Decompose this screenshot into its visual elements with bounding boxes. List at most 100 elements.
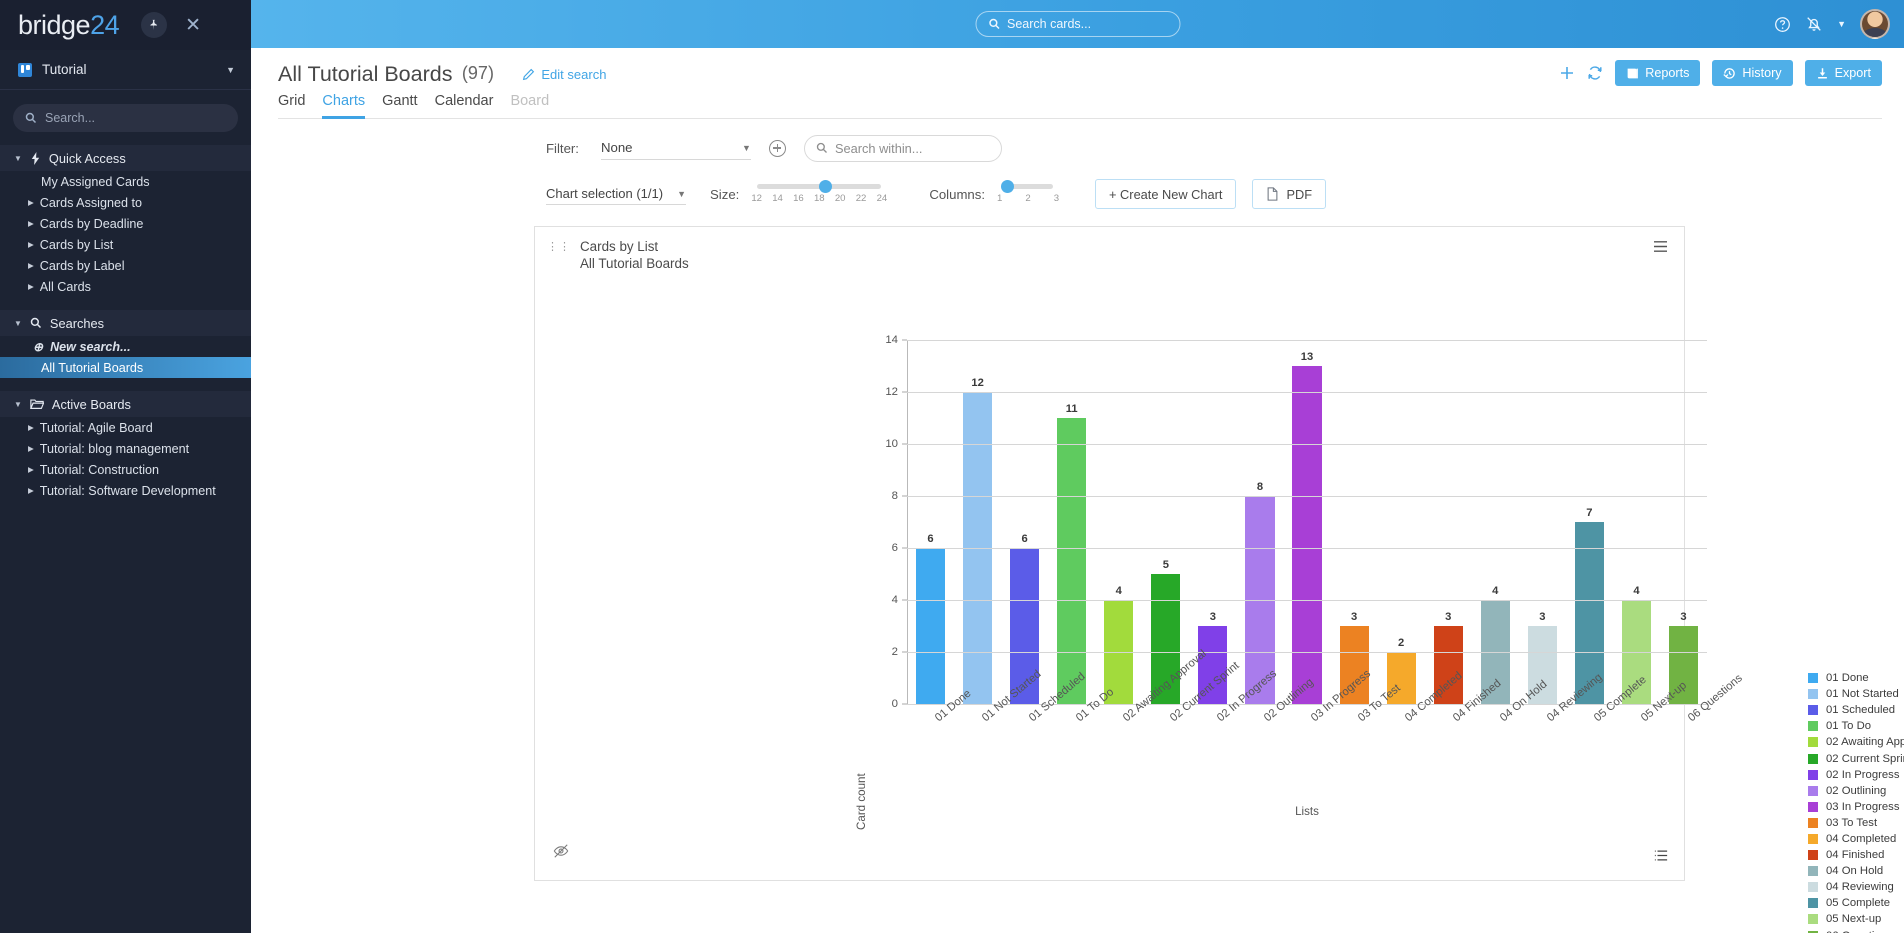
- chart-bar[interactable]: [1057, 418, 1087, 704]
- global-search-input[interactable]: Search cards...: [975, 11, 1180, 37]
- sidebar-item-all-tutorial-boards[interactable]: All Tutorial Boards: [0, 357, 251, 378]
- tab-calendar[interactable]: Calendar: [434, 93, 494, 109]
- chart-bar-slot: 11: [1048, 340, 1095, 704]
- sidebar-item-cards-by-label[interactable]: ▶ Cards by Label: [0, 255, 251, 276]
- chart-card: ⋮⋮ Cards by List All Tutorial Boards Car…: [534, 226, 1904, 933]
- sidebar-item-cards-by-deadline[interactable]: ▶ Cards by Deadline: [0, 213, 251, 234]
- columns-slider-track[interactable]: [1001, 180, 1054, 193]
- legend-item[interactable]: 04 On Hold: [1808, 863, 1904, 879]
- size-slider-knob[interactable]: [819, 180, 833, 193]
- help-circle-icon[interactable]: [1774, 16, 1791, 33]
- hamburger-menu-icon[interactable]: [1653, 240, 1668, 256]
- size-slider-track[interactable]: [757, 180, 882, 193]
- sidebar-item-cards-assigned-to[interactable]: ▶ Cards Assigned to: [0, 192, 251, 213]
- avatar[interactable]: [1860, 9, 1890, 39]
- refresh-icon[interactable]: [1587, 65, 1603, 81]
- sidebar-item-tutorial-agile-board[interactable]: ▶ Tutorial: Agile Board: [0, 417, 251, 438]
- sidebar-item-tutorial-software-development[interactable]: ▶ Tutorial: Software Development: [0, 480, 251, 501]
- chart-selection-dropdown[interactable]: Chart selection (1/1) ▼: [546, 183, 686, 205]
- legend-item[interactable]: 02 In Progress: [1808, 767, 1904, 783]
- grid-line: [907, 652, 1707, 653]
- search-within-input[interactable]: Search within...: [803, 134, 1002, 162]
- tab-charts[interactable]: Charts: [322, 93, 366, 119]
- chart-bar[interactable]: [1151, 574, 1181, 704]
- chart-bar[interactable]: [1527, 626, 1557, 704]
- chart-bar[interactable]: [1386, 652, 1416, 704]
- history-button[interactable]: History: [1712, 60, 1793, 86]
- chart-bar[interactable]: [1668, 626, 1699, 704]
- legend-item[interactable]: 05 Complete: [1808, 895, 1904, 911]
- legend-item[interactable]: 01 Scheduled: [1808, 702, 1904, 718]
- list-menu-icon[interactable]: [1654, 849, 1668, 867]
- create-new-chart-button[interactable]: + Create New Chart: [1095, 179, 1237, 209]
- chart-bar-slot: 4: [1472, 340, 1519, 704]
- pdf-button[interactable]: PDF: [1252, 179, 1327, 209]
- chevron-down-icon: ▼: [742, 142, 751, 153]
- edit-search-button[interactable]: Edit search: [522, 67, 606, 82]
- collapse-triangle-icon: ▼: [14, 399, 22, 409]
- chevron-down-icon[interactable]: ▼: [1837, 19, 1846, 29]
- chart-bar[interactable]: [1433, 626, 1463, 704]
- sidebar-item-label: Cards Assigned to: [39, 195, 142, 210]
- legend-color-swatch: [1808, 833, 1818, 844]
- chart-bar[interactable]: [1574, 522, 1604, 704]
- chart-card-header: ⋮⋮ Cards by List All Tutorial Boards: [535, 227, 1684, 271]
- board-selector[interactable]: Tutorial ▼: [0, 50, 251, 90]
- chart-bar[interactable]: [1339, 626, 1369, 704]
- add-filter-button[interactable]: [768, 139, 786, 157]
- bar-value-label: 11: [1065, 403, 1078, 415]
- expand-arrow-icon: ▶: [28, 261, 34, 270]
- legend-color-swatch: [1808, 850, 1818, 861]
- sidebar-item-my-assigned-cards[interactable]: My Assigned Cards: [0, 171, 251, 192]
- export-button[interactable]: Export: [1804, 60, 1882, 86]
- columns-slider-knob[interactable]: [1001, 180, 1015, 193]
- legend-item[interactable]: 03 To Test: [1808, 815, 1904, 831]
- legend-item[interactable]: 02 Outlining: [1808, 783, 1904, 799]
- sidebar-section-active-boards[interactable]: ▼ Active Boards: [0, 391, 251, 417]
- size-slider[interactable]: 12 14 16 18 20 22 24: [751, 180, 887, 204]
- legend-item[interactable]: 04 Finished: [1808, 847, 1904, 863]
- legend-item[interactable]: 05 Next-up: [1808, 911, 1904, 927]
- chevron-down-icon: ▼: [226, 64, 235, 75]
- bell-off-icon[interactable]: [1805, 15, 1823, 33]
- app-logo: bridge24: [18, 10, 120, 41]
- sidebar-item-new-search[interactable]: ⊕ New search...: [0, 336, 251, 357]
- tab-grid[interactable]: Grid: [278, 93, 306, 109]
- eye-off-icon[interactable]: [553, 843, 569, 864]
- legend-item[interactable]: 01 To Do: [1808, 718, 1904, 734]
- bar-value-label: 5: [1162, 559, 1169, 571]
- reports-button[interactable]: Reports: [1615, 60, 1701, 86]
- filter-select[interactable]: None ▼: [600, 136, 751, 160]
- sidebar-section-label: Searches: [49, 315, 104, 331]
- chart-bar[interactable]: [915, 548, 946, 704]
- plus-icon[interactable]: [1559, 65, 1575, 81]
- grid-line: [907, 600, 1707, 601]
- legend-item[interactable]: 04 Completed: [1808, 831, 1904, 847]
- y-axis-tick-label: 14: [885, 334, 898, 346]
- sidebar-item-cards-by-list[interactable]: ▶ Cards by List: [0, 234, 251, 255]
- chart-bar[interactable]: [1198, 626, 1228, 704]
- legend-item[interactable]: 04 Reviewing: [1808, 879, 1904, 895]
- sidebar-item-tutorial-construction[interactable]: ▶ Tutorial: Construction: [0, 459, 251, 480]
- legend-item[interactable]: 01 Not Started: [1808, 686, 1904, 702]
- legend-item[interactable]: 01 Done: [1808, 670, 1904, 686]
- close-icon[interactable]: ✕: [185, 14, 202, 36]
- sidebar-item-all-cards[interactable]: ▶ All Cards: [0, 276, 251, 297]
- sidebar-item-tutorial-blog-management[interactable]: ▶ Tutorial: blog management: [0, 438, 251, 459]
- sidebar-item-label: Cards by List: [39, 237, 114, 252]
- sidebar-search-input[interactable]: Search...: [13, 104, 238, 132]
- legend-item[interactable]: 03 In Progress: [1808, 799, 1904, 815]
- legend-item[interactable]: 02 Awaiting Approval: [1808, 734, 1904, 750]
- chart-bar[interactable]: [1010, 548, 1040, 704]
- legend-item[interactable]: 02 Current Sprint: [1808, 750, 1904, 766]
- pin-icon[interactable]: [141, 12, 168, 38]
- drag-handle-icon[interactable]: ⋮⋮: [547, 241, 571, 253]
- sidebar-section-quick-access[interactable]: ▼ Quick Access: [0, 145, 251, 171]
- sidebar-section-searches[interactable]: ▼ Searches: [0, 310, 251, 336]
- tab-gantt[interactable]: Gantt: [382, 93, 418, 109]
- chart-title: Cards by List: [580, 239, 659, 254]
- columns-slider[interactable]: 1 2 3: [997, 180, 1059, 204]
- legend-item[interactable]: 06 Questions: [1808, 928, 1904, 933]
- chart-bar[interactable]: [1292, 366, 1322, 704]
- columns-tick: 1: [997, 193, 1003, 204]
